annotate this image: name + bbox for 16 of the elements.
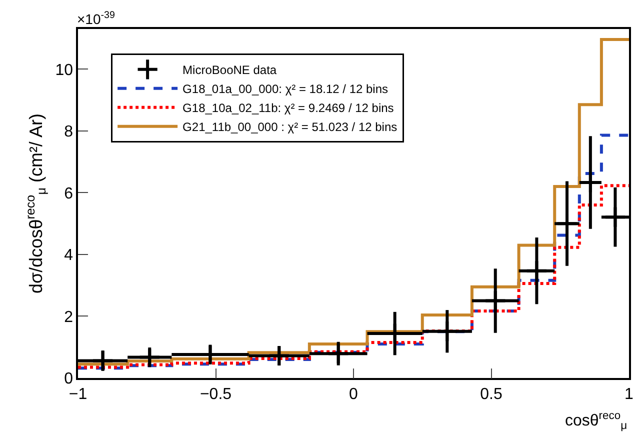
legend-label: MicroBooNE data	[182, 63, 277, 78]
legend-label: G21_11b_00_000 : χ² = 51.023 / 12 bins	[182, 120, 398, 134]
y-tick-label: 6	[64, 185, 74, 202]
text: ×10$^{-39}$	[77, 10, 115, 27]
x-tick-label: 1	[624, 386, 634, 403]
y-tick-label: 10	[55, 62, 74, 79]
x-tick-label: −1	[68, 386, 88, 403]
y-tick-label: 0	[64, 370, 74, 388]
x-tick-label: 0.5	[480, 386, 502, 403]
y-tick-label: 2	[64, 308, 74, 326]
y-tick-label: 8	[64, 124, 74, 141]
legend-label: G18_01a_00_000: χ² = 18.12 / 12 bins	[182, 82, 388, 96]
y-tick-label: 4	[64, 247, 74, 264]
x-tick-label: 0	[349, 386, 358, 403]
x-tick-label: −0.5	[200, 386, 232, 403]
legend-label: G18_10a_02_11b: χ² = 9.2469 / 12 bins	[182, 101, 394, 116]
